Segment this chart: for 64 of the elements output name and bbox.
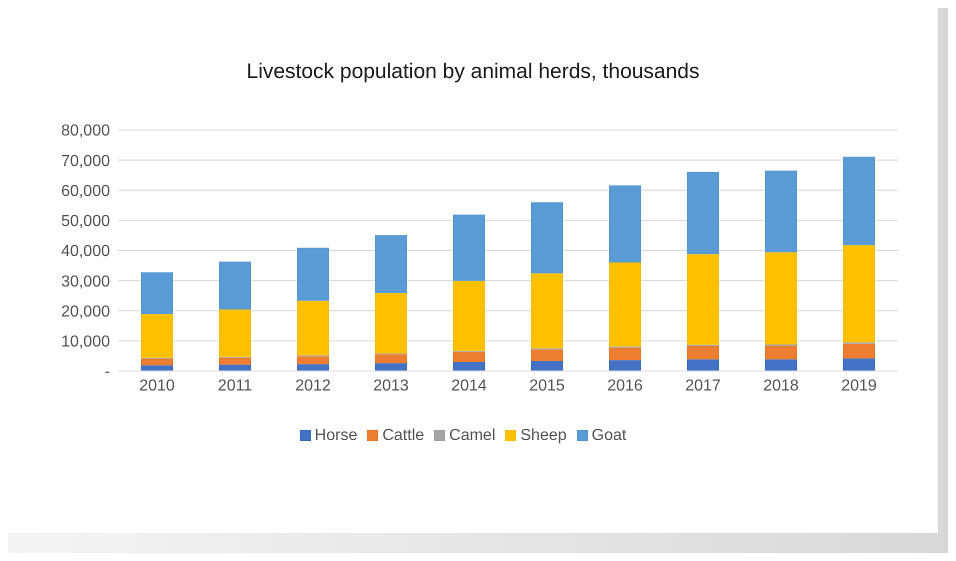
- bar: [297, 364, 329, 371]
- bar: [765, 359, 797, 371]
- bar: [297, 300, 329, 356]
- bar: [609, 348, 641, 360]
- legend-label: Cattle: [382, 427, 424, 444]
- y-tick-label: 70,000: [61, 152, 110, 170]
- bar: [453, 362, 485, 371]
- bar: [531, 202, 563, 274]
- bar: [843, 358, 875, 371]
- bar: [765, 252, 797, 344]
- x-tick-label: 2019: [841, 377, 877, 394]
- bar: [375, 363, 407, 371]
- y-tick-label: 50,000: [61, 213, 110, 230]
- bar: [687, 359, 719, 371]
- bar: [687, 254, 719, 345]
- bar: [843, 344, 875, 358]
- x-tick-label: 2011: [218, 377, 252, 394]
- bar: [375, 235, 407, 293]
- y-tick-label: 30,000: [61, 273, 110, 290]
- bar: [219, 262, 251, 310]
- bar: [453, 280, 485, 351]
- bar: [765, 346, 797, 360]
- bar: [531, 350, 563, 362]
- bar: [687, 172, 719, 254]
- x-tick-label: 2015: [529, 377, 565, 394]
- legend-label: Camel: [449, 427, 496, 444]
- bar: [453, 352, 485, 362]
- x-tick-label: 2013: [373, 377, 409, 394]
- bar: [843, 156, 875, 246]
- bar: [219, 358, 251, 365]
- x-tick-label: 2017: [685, 377, 721, 394]
- chart-title: Livestock population by animal herds, thousands: [246, 60, 700, 84]
- bar: [141, 314, 173, 358]
- bar: [141, 358, 173, 366]
- y-tick-label: 10,000: [61, 334, 110, 351]
- legend-label: Sheep: [520, 427, 567, 444]
- bar: [531, 273, 563, 348]
- bar: [687, 346, 719, 360]
- bar: [375, 292, 407, 354]
- x-tick-label: 2014: [451, 377, 487, 394]
- y-tick-label: 80,000: [61, 122, 110, 140]
- bar: [765, 170, 797, 252]
- y-tick-label: 40,000: [61, 243, 110, 260]
- legend-label: Goat: [592, 427, 626, 444]
- y-tick-label: -: [104, 364, 110, 381]
- bar: [219, 364, 251, 371]
- bar: [453, 214, 485, 281]
- x-tick-label: 2018: [763, 377, 799, 394]
- bar: [609, 185, 641, 263]
- bar: [531, 361, 563, 371]
- bar: [141, 272, 173, 314]
- bar: [843, 245, 875, 342]
- legend-label: Horse: [314, 427, 358, 444]
- bar: [609, 360, 641, 371]
- x-tick-label: 2016: [607, 377, 643, 394]
- y-tick-label: 60,000: [61, 182, 110, 200]
- x-tick-label: 2012: [295, 377, 331, 394]
- bar: [219, 310, 251, 357]
- bar: [297, 248, 329, 301]
- x-tick-label: 2010: [139, 377, 175, 394]
- bar: [609, 262, 641, 347]
- bar: [297, 356, 329, 364]
- bar: [375, 354, 407, 364]
- y-tick-label: 20,000: [61, 303, 110, 320]
